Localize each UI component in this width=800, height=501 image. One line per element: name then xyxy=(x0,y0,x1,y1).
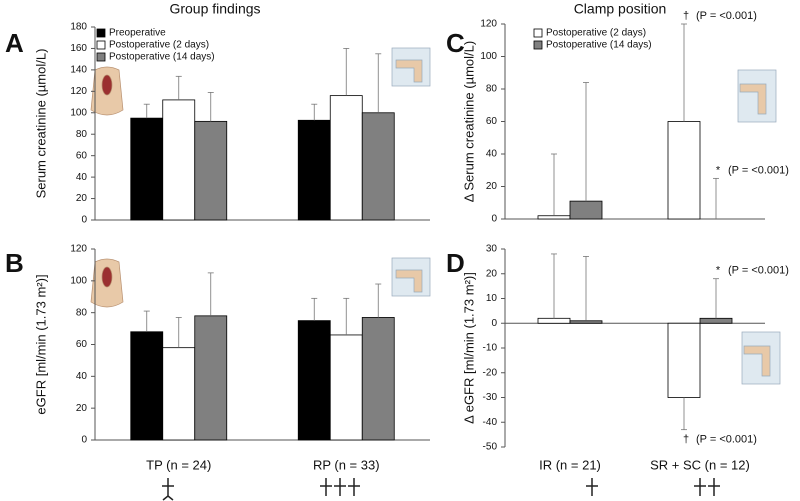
bar xyxy=(569,320,603,324)
y-axis-label: Serum creatinine (µmol/L) xyxy=(33,49,48,199)
y-tick-label: -50 xyxy=(483,442,498,453)
bar xyxy=(667,121,701,220)
annotation-text: (P = <0.001) xyxy=(728,265,789,277)
y-tick-label: 120 xyxy=(70,244,87,255)
legend-swatch xyxy=(533,28,543,38)
annotation-symbol: † xyxy=(683,10,689,22)
y-tick-label: 100 xyxy=(70,107,87,118)
y-tick-label: 60 xyxy=(486,116,498,127)
bar xyxy=(194,315,228,441)
y-tick-label: 40 xyxy=(76,371,88,382)
x-tick-label: RP (n = 33) xyxy=(313,457,380,472)
y-tick-label: 180 xyxy=(70,22,87,33)
legend-label: Postoperative (2 days) xyxy=(546,28,646,39)
bar xyxy=(329,334,363,441)
panel-letter: B xyxy=(5,248,24,278)
icon-arm xyxy=(391,47,781,385)
legend-label: Postoperative (2 days) xyxy=(109,40,209,51)
bar xyxy=(537,215,571,220)
bar xyxy=(537,317,571,324)
y-tick-label: 160 xyxy=(70,43,87,54)
bar xyxy=(361,112,395,221)
y-tick-label: 10 xyxy=(486,293,498,304)
y-tick-label: 0 xyxy=(491,214,497,225)
bar xyxy=(329,95,363,221)
y-tick-label: 40 xyxy=(76,172,88,183)
y-tick-label: 0 xyxy=(81,215,87,226)
heading: Clamp position xyxy=(574,1,667,17)
y-tick-label: 80 xyxy=(486,84,498,95)
legend-label: Preoperative xyxy=(109,28,166,39)
bar xyxy=(297,119,331,221)
annotation-text: (P = <0.001) xyxy=(728,164,789,176)
y-tick-label: -30 xyxy=(483,392,498,403)
annotation-text: (P = <0.001) xyxy=(696,434,757,446)
annotation-symbol: † xyxy=(683,434,689,446)
annotation-symbol: * xyxy=(716,265,721,277)
y-tick-label: 20 xyxy=(486,268,498,279)
legend-label: Postoperative (14 days) xyxy=(109,52,215,63)
y-tick-label: 140 xyxy=(70,65,87,76)
icon-figures xyxy=(162,478,720,501)
bar xyxy=(569,200,603,220)
y-tick-label: 20 xyxy=(486,181,498,192)
y-tick-label: 100 xyxy=(480,51,497,62)
y-tick-label: 20 xyxy=(76,193,88,204)
bar xyxy=(361,317,395,441)
y-tick-label: 120 xyxy=(70,86,87,97)
y-tick-label: -40 xyxy=(483,417,498,428)
bar xyxy=(162,347,196,441)
bar xyxy=(130,117,164,221)
panel-letter: C xyxy=(446,28,465,58)
y-tick-label: 60 xyxy=(76,339,88,350)
y-tick-label: 60 xyxy=(76,150,88,161)
y-axis-label: Δ Serum creatinine (µmol/L) xyxy=(461,41,476,202)
panel-letter: A xyxy=(5,28,24,58)
bar xyxy=(194,120,228,221)
bar xyxy=(297,320,331,441)
annotation-symbol: * xyxy=(716,164,721,176)
y-axis-label: Δ eGFR [ml/min (1.73 m²)] xyxy=(461,272,476,424)
bar xyxy=(162,99,196,221)
y-tick-label: 20 xyxy=(76,403,88,414)
legend-swatch xyxy=(96,40,106,50)
y-tick-label: 40 xyxy=(486,149,498,160)
y-tick-label: 30 xyxy=(486,244,498,255)
y-tick-label: 100 xyxy=(70,275,87,286)
legend-swatch xyxy=(96,52,106,62)
x-tick-label: TP (n = 24) xyxy=(146,457,211,472)
bar xyxy=(699,317,733,324)
bar xyxy=(130,331,164,441)
legend-swatch xyxy=(96,28,106,38)
y-tick-label: 120 xyxy=(480,19,497,30)
panel-letter: D xyxy=(446,248,465,278)
x-tick-label: IR (n = 21) xyxy=(539,457,601,472)
bar xyxy=(667,322,701,398)
y-axis-label: eGFR [ml/min (1.73 m²)] xyxy=(33,274,48,414)
y-tick-label: 0 xyxy=(491,318,497,329)
y-tick-label: 80 xyxy=(76,307,88,318)
legend-swatch xyxy=(533,40,543,50)
y-tick-label: 0 xyxy=(81,435,87,446)
annotation-text: (P = <0.001) xyxy=(696,10,757,22)
heading: Group findings xyxy=(169,1,260,17)
y-tick-label: -10 xyxy=(483,343,498,354)
x-tick-label: SR + SC (n = 12) xyxy=(650,457,750,472)
legend-label: Postoperative (14 days) xyxy=(546,40,652,51)
icon-torso xyxy=(90,66,124,308)
y-tick-label: 80 xyxy=(76,129,88,140)
y-tick-label: -20 xyxy=(483,367,498,378)
